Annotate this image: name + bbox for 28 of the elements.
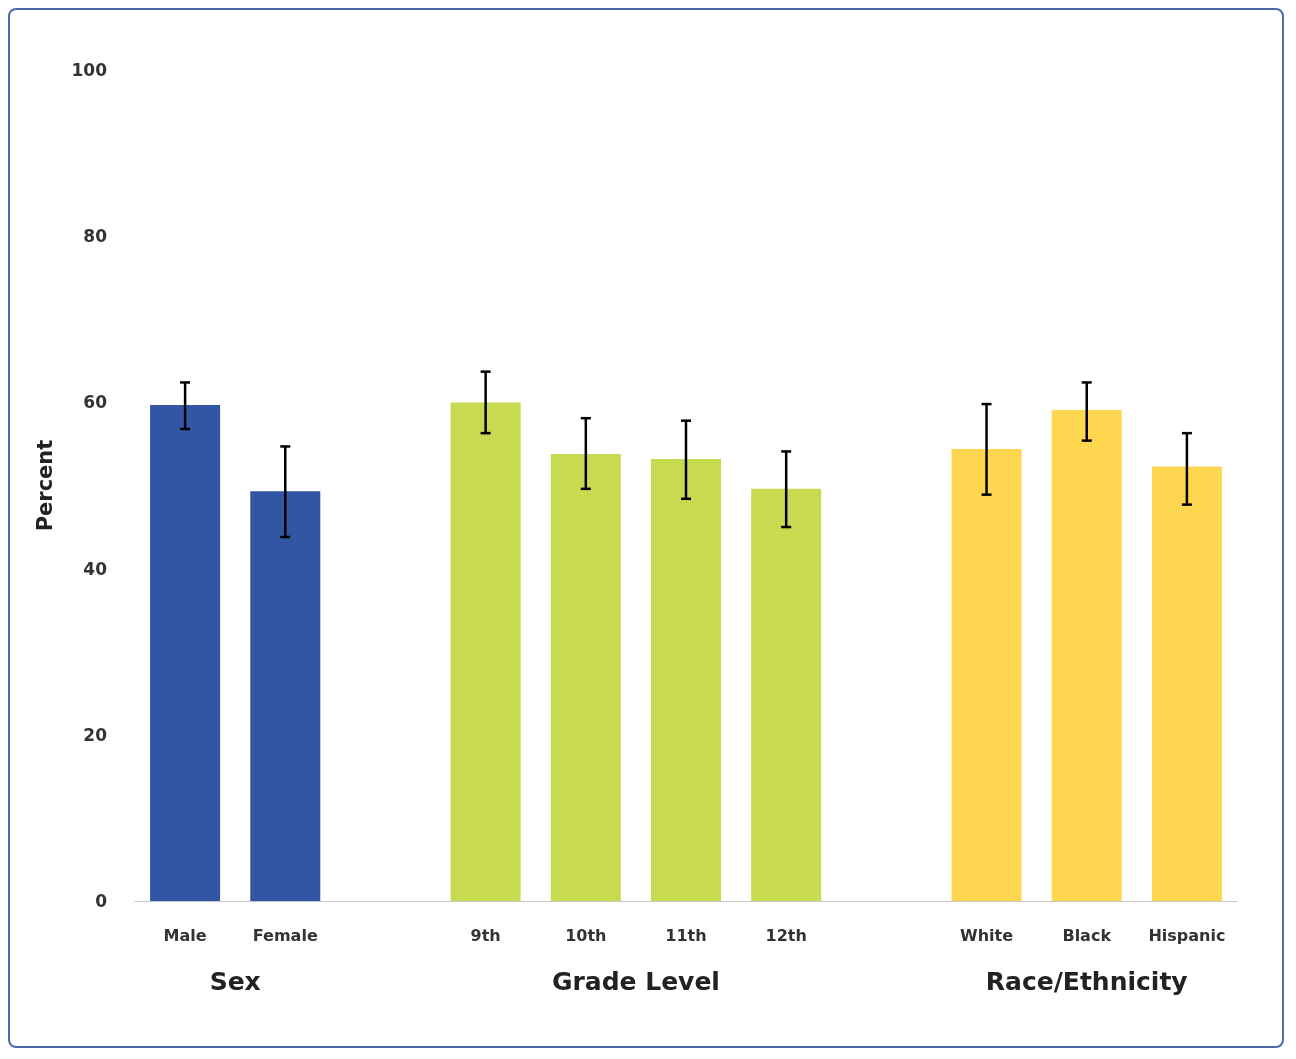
y-tick-label: 100	[71, 60, 108, 80]
x-tick-label: Hispanic	[1148, 925, 1226, 945]
bar	[1051, 409, 1122, 901]
bar	[651, 458, 721, 901]
x-tick-label: 10th	[565, 925, 607, 945]
y-axis-title: Percent	[32, 439, 57, 532]
x-tick-label: Female	[252, 925, 318, 945]
bar	[250, 491, 321, 901]
y-tick-label: 60	[83, 392, 108, 413]
x-tick-label: White	[960, 925, 1014, 945]
bar	[450, 402, 521, 901]
bar	[751, 488, 822, 901]
y-tick-label: 20	[83, 724, 108, 745]
x-tick-label: 12th	[765, 925, 807, 945]
text: Grade Level	[551, 966, 720, 996]
x-tick-label: 11th	[665, 925, 707, 945]
text: Sex	[209, 966, 261, 996]
bar	[951, 448, 1022, 901]
y-tick-label: 40	[83, 558, 108, 579]
bar	[150, 404, 221, 901]
x-tick-label: Male	[163, 925, 207, 945]
y-tick-label: 80	[83, 226, 108, 247]
bar	[550, 453, 621, 901]
bar	[1151, 466, 1222, 901]
text: Race/Ethnicity	[985, 966, 1188, 996]
x-tick-label: 9th	[470, 925, 501, 945]
x-tick-label: Black	[1062, 925, 1112, 945]
y-tick-label: 0	[95, 891, 108, 911]
